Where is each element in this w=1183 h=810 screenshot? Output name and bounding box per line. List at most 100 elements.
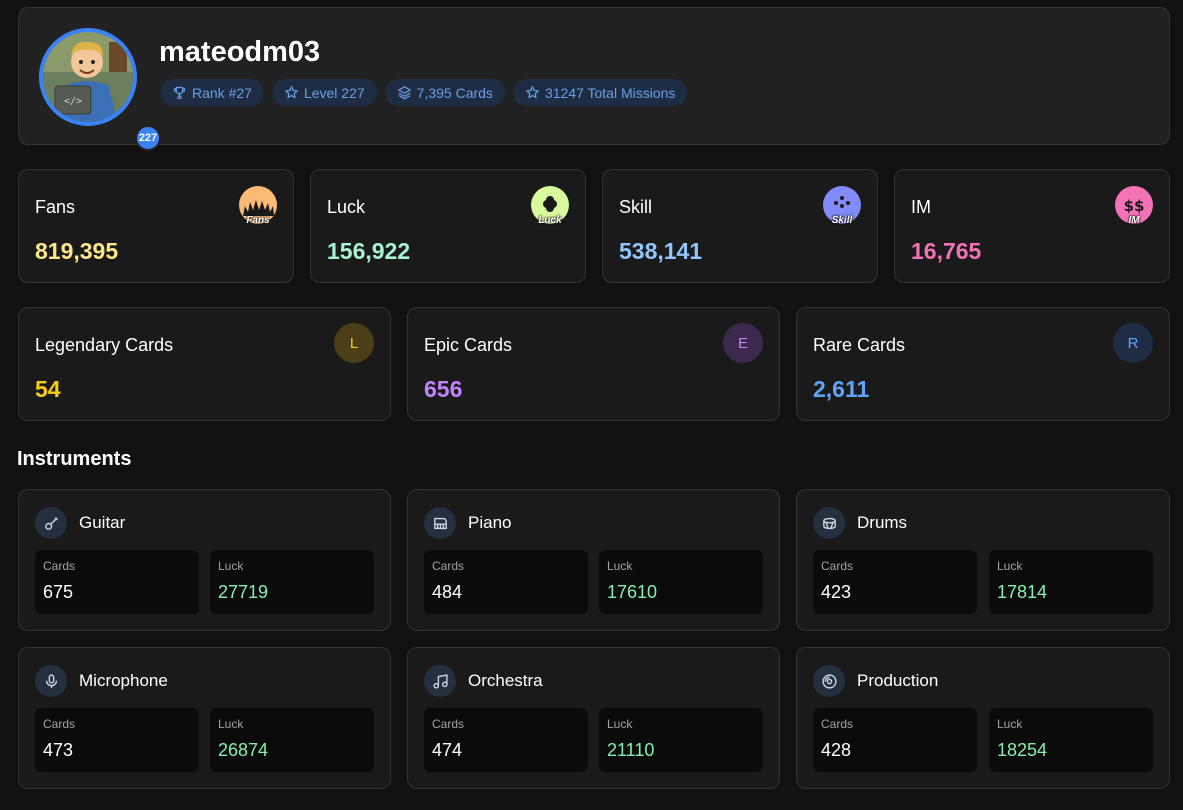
cards-box: Cards 484 — [424, 550, 588, 614]
luck-label: Luck — [607, 717, 633, 731]
luck-value: 17610 — [607, 582, 658, 602]
im-icon: $$ IM — [1115, 186, 1153, 226]
instrument-card-microphone[interactable]: Microphone Cards 473 Luck 26874 — [18, 647, 391, 789]
luck-box: Luck 17610 — [599, 550, 763, 614]
stat-value: 156,922 — [327, 238, 411, 264]
instrument-name: Piano — [468, 513, 512, 532]
instrument-card-piano[interactable]: Piano Cards 484 Luck 17610 — [407, 489, 780, 631]
tier-card-epic: Epic Cards 656 E — [407, 307, 780, 421]
stat-label: IM — [911, 197, 931, 217]
missions-pill: 31247 Total Missions — [512, 79, 688, 106]
disc-icon — [813, 665, 845, 697]
luck-box: Luck 26874 — [210, 708, 374, 772]
avatar[interactable]: </> — [39, 28, 137, 126]
tier-card-rare: Rare Cards 2,611 R — [796, 307, 1170, 421]
stat-label: Skill — [619, 197, 653, 217]
tier-value: 54 — [35, 376, 61, 402]
cards-value: 675 — [43, 582, 74, 602]
luck-value: 27719 — [218, 582, 269, 602]
cards-label: Cards — [43, 717, 76, 731]
luck-value: 18254 — [997, 740, 1048, 760]
level-label: Level 227 — [303, 84, 365, 101]
microphone-icon — [35, 665, 67, 697]
cards-box: Cards 428 — [813, 708, 977, 772]
cards-value: 423 — [821, 582, 852, 602]
instrument-card-guitar[interactable]: Guitar Cards 675 Luck 27719 — [18, 489, 391, 631]
cards-label: Cards — [43, 559, 76, 573]
luck-label: Luck — [218, 559, 244, 573]
profile-card: </> 227 mateodm03 Rank #27 Level 227 7,3… — [18, 7, 1170, 151]
instrument-name: Microphone — [79, 671, 168, 690]
tier-value: 656 — [424, 376, 463, 402]
cards-value: 473 — [43, 740, 74, 760]
stat-card-im: IM 16,765 $$ IM — [894, 169, 1170, 283]
instrument-card-production[interactable]: Production Cards 428 Luck 18254 — [796, 647, 1170, 789]
trophy-icon — [173, 86, 186, 99]
drum-icon — [813, 507, 845, 539]
instruments-title: Instruments — [17, 448, 132, 470]
instrument-name: Drums — [857, 513, 908, 532]
cards-value: 484 — [432, 582, 463, 602]
instrument-card-drums[interactable]: Drums Cards 423 Luck 17814 — [796, 489, 1170, 631]
instrument-name: Orchestra — [468, 671, 543, 690]
cards-value: 428 — [821, 740, 852, 760]
cards-box: Cards 473 — [35, 708, 199, 772]
tier-label: Epic Cards — [424, 335, 513, 355]
luck-value: 26874 — [218, 740, 269, 760]
tier-label: Legendary Cards — [35, 335, 174, 355]
cards-label: Cards — [821, 559, 854, 573]
cards-value: 474 — [432, 740, 463, 760]
stat-card-fans: Fans 819,395 Fans — [18, 169, 294, 283]
avatar-wrap: </> 227 — [39, 28, 161, 151]
rank-pill: Rank #27 — [160, 79, 264, 106]
layers-icon — [397, 86, 412, 100]
luck-value: 17814 — [997, 582, 1048, 602]
level-pill: Level 227 — [271, 79, 377, 106]
stat-card-luck: Luck 156,922 Luck — [310, 169, 586, 283]
skill-icon-text: Skill — [831, 215, 853, 226]
star-icon — [525, 85, 540, 99]
luck-label: Luck — [997, 559, 1023, 573]
stat-label: Fans — [35, 197, 76, 217]
luck-value: 21110 — [607, 740, 655, 760]
fans-icon-text: Fans — [246, 215, 270, 226]
cards-label: Cards — [821, 717, 854, 731]
rank-label: Rank #27 — [192, 84, 252, 101]
instrument-name: Production — [857, 671, 939, 690]
stat-value: 538,141 — [619, 238, 703, 264]
luck-label: Luck — [997, 717, 1023, 731]
tier-value: 2,611 — [813, 376, 870, 402]
cards-box: Cards 474 — [424, 708, 588, 772]
luck-box: Luck 18254 — [989, 708, 1153, 772]
stat-card-skill: Skill 538,141 Skill — [602, 169, 878, 283]
tier-card-legendary: Legendary Cards 54 L — [18, 307, 391, 421]
cards-box: Cards 675 — [35, 550, 199, 614]
music-note-icon — [424, 665, 456, 697]
luck-box: Luck 27719 — [210, 550, 374, 614]
luck-icon-text: Luck — [538, 215, 562, 226]
luck-box: Luck 17814 — [989, 550, 1153, 614]
im-icon-text: IM — [1128, 215, 1140, 226]
piano-icon — [424, 507, 456, 539]
instrument-card-orchestra[interactable]: Orchestra Cards 474 Luck 21110 — [407, 647, 780, 789]
legendary-letter-icon: L — [334, 323, 374, 363]
missions-label: 31247 Total Missions — [544, 84, 676, 101]
cards-pill: 7,395 Cards — [384, 79, 505, 106]
instrument-name: Guitar — [79, 513, 126, 532]
username: mateodm03 — [159, 36, 321, 68]
luck-label: Luck — [218, 717, 244, 731]
luck-label: Luck — [607, 559, 633, 573]
star-icon — [284, 85, 299, 99]
stat-value: 819,395 — [35, 238, 119, 264]
tier-label: Rare Cards — [813, 335, 906, 355]
cards-box: Cards 423 — [813, 550, 977, 614]
level-badge: 227 — [135, 125, 161, 151]
cards-label: 7,395 Cards — [416, 84, 493, 101]
stat-label: Luck — [327, 197, 366, 217]
svg-text:$$: $$ — [1124, 197, 1145, 215]
fans-icon: Fans — [239, 186, 277, 226]
rare-letter-icon: R — [1113, 323, 1153, 363]
cards-label: Cards — [432, 559, 465, 573]
luck-box: Luck 21110 — [599, 708, 763, 772]
skill-icon: Skill — [823, 186, 861, 226]
